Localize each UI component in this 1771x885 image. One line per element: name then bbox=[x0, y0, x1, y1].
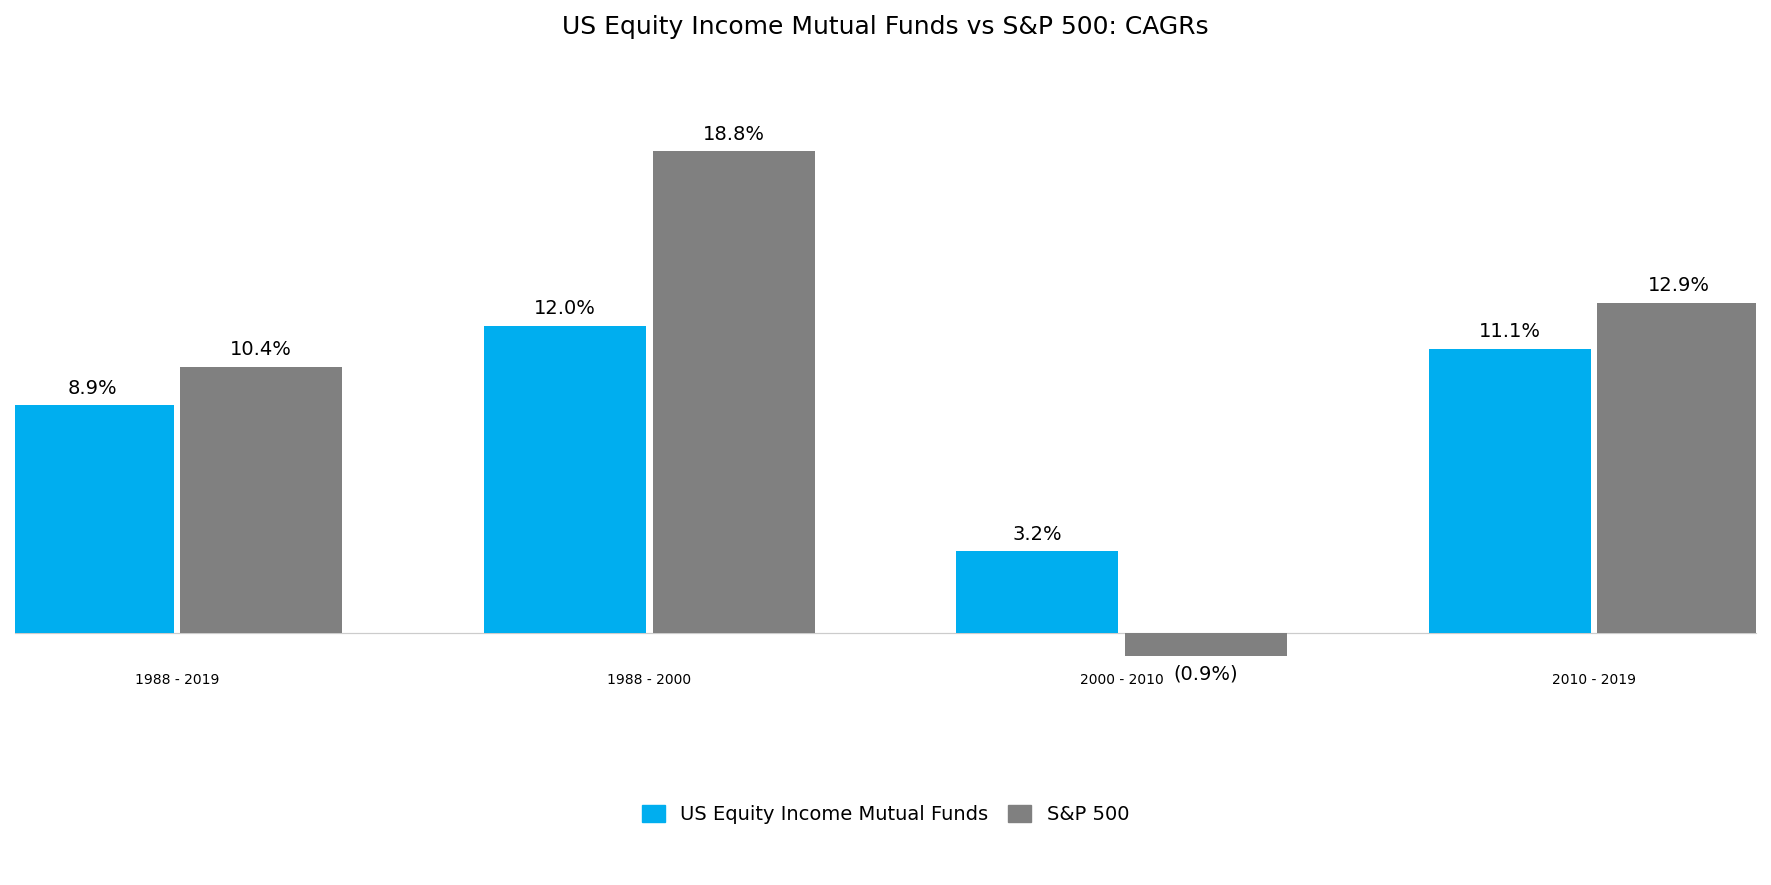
Text: 8.9%: 8.9% bbox=[67, 379, 117, 397]
Bar bbox=[12, 405, 174, 634]
Bar bbox=[483, 326, 646, 634]
Text: 10.4%: 10.4% bbox=[230, 340, 292, 359]
Bar bbox=[1597, 303, 1759, 634]
Text: 18.8%: 18.8% bbox=[703, 125, 765, 143]
Bar bbox=[1429, 349, 1590, 634]
Text: 12.0%: 12.0% bbox=[535, 299, 595, 318]
Title: US Equity Income Mutual Funds vs S&P 500: CAGRs: US Equity Income Mutual Funds vs S&P 500… bbox=[561, 15, 1210, 39]
Text: 12.9%: 12.9% bbox=[1647, 276, 1709, 295]
Bar bbox=[653, 151, 815, 634]
Text: 3.2%: 3.2% bbox=[1013, 525, 1063, 543]
Bar bbox=[1125, 634, 1288, 657]
Bar bbox=[181, 366, 342, 634]
Text: (0.9%): (0.9%) bbox=[1174, 664, 1238, 683]
Text: 11.1%: 11.1% bbox=[1479, 322, 1541, 341]
Bar bbox=[956, 551, 1118, 634]
Legend: US Equity Income Mutual Funds, S&P 500: US Equity Income Mutual Funds, S&P 500 bbox=[641, 804, 1130, 824]
